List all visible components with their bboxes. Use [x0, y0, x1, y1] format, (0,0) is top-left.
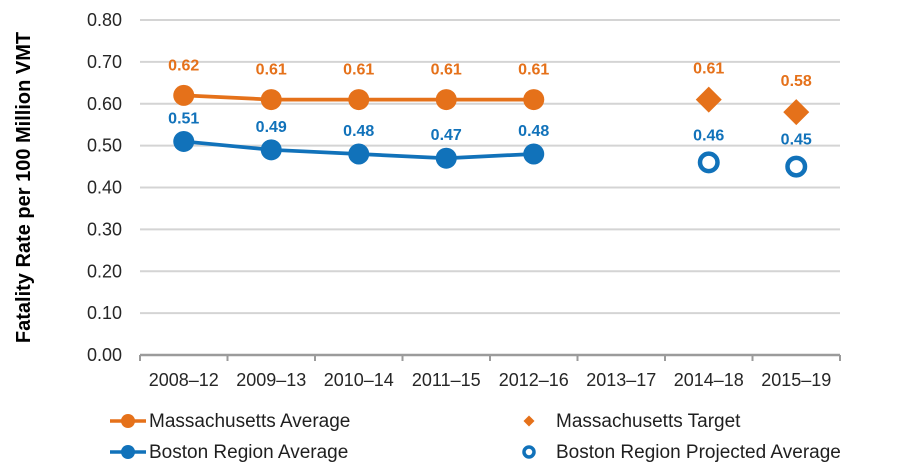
legend-item-massachusetts-average: Massachusetts Average	[110, 406, 516, 436]
x-tick-label: 2012–16	[499, 370, 569, 390]
y-tick-label: 0.80	[87, 10, 122, 30]
x-tick-label: 2011–15	[412, 370, 481, 390]
y-axis-title: Fatality Rate per 100 Million VMT	[13, 32, 35, 343]
legend-item-massachusetts-target: Massachusetts Target	[516, 406, 899, 436]
data-point-boston-region-projected-average	[697, 151, 720, 174]
data-label-massachusetts-target: 0.61	[693, 61, 724, 78]
y-tick-label: 0.20	[87, 261, 122, 281]
x-tick-label: 2014–18	[674, 370, 744, 390]
data-point-boston-region-average	[435, 147, 457, 169]
x-tick-label: 2008–12	[149, 370, 219, 390]
data-point-massachusetts-average	[523, 89, 545, 111]
data-label-boston-region-average: 0.48	[518, 123, 549, 140]
line-circle-marker-icon	[110, 414, 146, 428]
data-point-massachusetts-average	[173, 84, 195, 106]
y-tick-label: 0.60	[87, 94, 122, 114]
data-point-massachusetts-average	[435, 89, 457, 111]
x-tick-label: 2015–19	[761, 370, 831, 390]
data-point-massachusetts-target	[783, 99, 810, 126]
x-tick-label: 2010–14	[324, 370, 394, 390]
data-label-boston-region-average: 0.49	[256, 119, 287, 136]
data-label-massachusetts-average: 0.61	[256, 62, 287, 79]
legend-item-boston-region-average: Boston Region Average	[110, 437, 516, 467]
data-label-massachusetts-average: 0.61	[431, 62, 462, 79]
legend-item-boston-region-projected-average: Boston Region Projected Average	[516, 437, 899, 467]
data-label-massachusetts-average: 0.61	[518, 62, 549, 79]
data-label-boston-region-average: 0.48	[343, 123, 374, 140]
data-point-massachusetts-average	[348, 89, 370, 111]
open-circle-marker-icon	[522, 445, 536, 459]
data-point-boston-region-average	[523, 143, 545, 165]
data-point-massachusetts-target	[695, 86, 722, 113]
diamond-marker-icon	[523, 415, 535, 427]
y-tick-label: 0.10	[87, 303, 122, 323]
y-tick-label: 0.30	[87, 219, 122, 239]
data-point-boston-region-average	[173, 130, 195, 152]
fatality-rate-chart: 0.00 0.10 0.20 0.30 0.40 0.50 0.60 0.70 0.80 2008…	[13, 10, 841, 390]
data-point-massachusetts-average	[260, 89, 282, 111]
y-tick-label: 0.50	[87, 136, 122, 156]
data-label-massachusetts-average: 0.61	[343, 62, 374, 79]
data-label-boston-region-average: 0.47	[431, 127, 462, 144]
data-point-boston-region-projected-average	[785, 155, 808, 178]
line-circle-marker-icon	[110, 445, 146, 459]
x-tick-label: 2009–13	[236, 370, 306, 390]
y-tick-label: 0.70	[87, 52, 122, 72]
x-tick-label: 2013–17	[586, 370, 656, 390]
chart-legend: Massachusetts Average Massachusetts Targ…	[0, 406, 899, 467]
data-point-boston-region-average	[260, 139, 282, 161]
data-label-boston-region-projected-average: 0.46	[693, 127, 724, 144]
legend-label-boston-region-projected-average: Boston Region Projected Average	[556, 441, 841, 463]
data-label-boston-region-average: 0.51	[168, 110, 199, 127]
legend-label-boston-region-average: Boston Region Average	[149, 441, 349, 463]
y-tick-label: 0.40	[87, 178, 122, 198]
data-label-massachusetts-target: 0.58	[781, 73, 812, 90]
y-tick-label: 0.00	[87, 345, 122, 365]
data-label-massachusetts-average: 0.62	[168, 57, 199, 74]
data-point-boston-region-average	[348, 143, 370, 165]
data-label-boston-region-projected-average: 0.45	[781, 132, 812, 149]
legend-label-massachusetts-target: Massachusetts Target	[556, 410, 741, 432]
legend-label-massachusetts-average: Massachusetts Average	[149, 410, 351, 432]
